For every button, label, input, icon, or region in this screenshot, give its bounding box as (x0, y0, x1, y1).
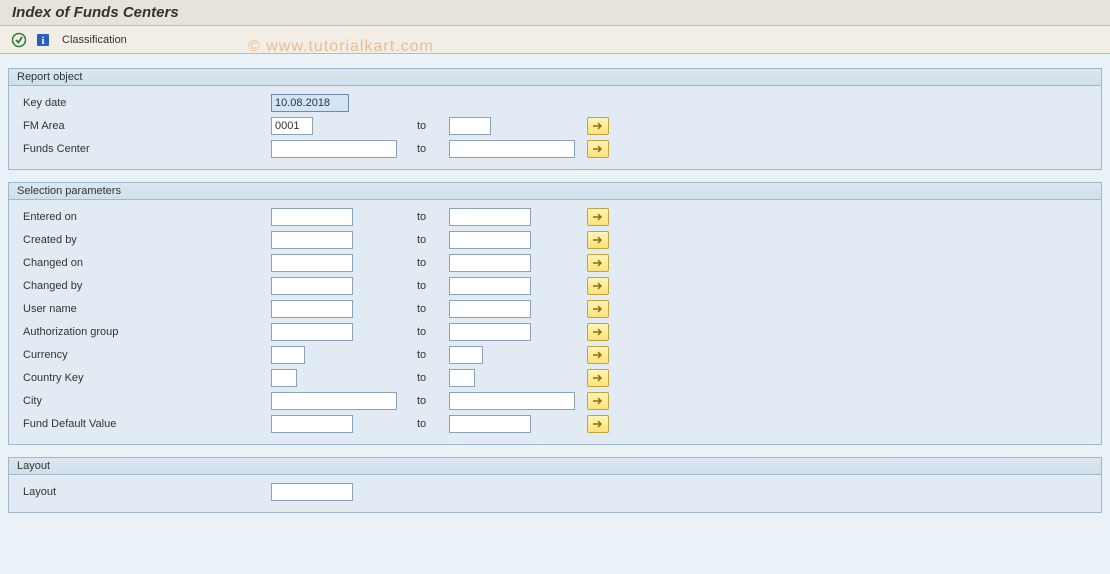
content-area: Report object Key date FM Area to Funds … (0, 54, 1110, 574)
auth-group-more-button[interactable] (587, 323, 609, 341)
label-city: City (21, 395, 271, 407)
auth-group-to-input[interactable] (449, 323, 531, 341)
fund-default-more-button[interactable] (587, 415, 609, 433)
to-label: to (401, 280, 449, 292)
row-entered-on: Entered on to (21, 206, 1089, 228)
label-fm-area: FM Area (21, 120, 271, 132)
funds-center-to-input[interactable] (449, 140, 575, 158)
auth-group-from-input[interactable] (271, 323, 353, 341)
group-layout: Layout Layout (8, 457, 1102, 513)
label-created-by: Created by (21, 234, 271, 246)
page-title: Index of Funds Centers (0, 0, 1110, 26)
toolbar: i Classification (0, 26, 1110, 54)
row-city: City to (21, 390, 1089, 412)
currency-to-input[interactable] (449, 346, 483, 364)
to-label: to (401, 326, 449, 338)
entered-on-more-button[interactable] (587, 208, 609, 226)
to-label: to (401, 418, 449, 430)
execute-icon[interactable] (10, 31, 28, 49)
key-date-input[interactable] (271, 94, 349, 112)
label-fund-default: Fund Default Value (21, 418, 271, 430)
country-key-from-input[interactable] (271, 369, 297, 387)
group-header-report-object: Report object (9, 69, 1101, 86)
user-name-to-input[interactable] (449, 300, 531, 318)
city-more-button[interactable] (587, 392, 609, 410)
to-label: to (401, 372, 449, 384)
row-funds-center: Funds Center to (21, 138, 1089, 160)
fm-area-from-input[interactable] (271, 117, 313, 135)
info-icon[interactable]: i (34, 31, 52, 49)
label-changed-on: Changed on (21, 257, 271, 269)
classification-link[interactable]: Classification (62, 34, 127, 46)
to-label: to (401, 211, 449, 223)
currency-from-input[interactable] (271, 346, 305, 364)
to-label: to (401, 395, 449, 407)
entered-on-to-input[interactable] (449, 208, 531, 226)
changed-on-more-button[interactable] (587, 254, 609, 272)
funds-center-more-button[interactable] (587, 140, 609, 158)
to-label: to (401, 303, 449, 315)
row-user-name: User name to (21, 298, 1089, 320)
changed-on-to-input[interactable] (449, 254, 531, 272)
row-country-key: Country Key to (21, 367, 1089, 389)
city-from-input[interactable] (271, 392, 397, 410)
svg-text:i: i (41, 35, 44, 47)
user-name-from-input[interactable] (271, 300, 353, 318)
row-layout: Layout (21, 481, 1089, 503)
created-by-more-button[interactable] (587, 231, 609, 249)
row-changed-by: Changed by to (21, 275, 1089, 297)
label-changed-by: Changed by (21, 280, 271, 292)
group-selection-params: Selection parameters Entered on to Creat… (8, 182, 1102, 445)
row-fm-area: FM Area to (21, 115, 1089, 137)
row-fund-default: Fund Default Value to (21, 413, 1089, 435)
changed-by-more-button[interactable] (587, 277, 609, 295)
user-name-more-button[interactable] (587, 300, 609, 318)
to-label: to (401, 234, 449, 246)
label-key-date: Key date (21, 97, 271, 109)
row-created-by: Created by to (21, 229, 1089, 251)
group-header-layout: Layout (9, 458, 1101, 475)
currency-more-button[interactable] (587, 346, 609, 364)
to-label: to (401, 349, 449, 361)
label-auth-group: Authorization group (21, 326, 271, 338)
row-currency: Currency to (21, 344, 1089, 366)
changed-by-from-input[interactable] (271, 277, 353, 295)
group-header-selection-params: Selection parameters (9, 183, 1101, 200)
changed-by-to-input[interactable] (449, 277, 531, 295)
fm-area-more-button[interactable] (587, 117, 609, 135)
label-entered-on: Entered on (21, 211, 271, 223)
fm-area-to-input[interactable] (449, 117, 491, 135)
label-layout: Layout (21, 486, 271, 498)
to-label: to (401, 120, 449, 132)
row-auth-group: Authorization group to (21, 321, 1089, 343)
layout-input[interactable] (271, 483, 353, 501)
label-currency: Currency (21, 349, 271, 361)
label-country-key: Country Key (21, 372, 271, 384)
entered-on-from-input[interactable] (271, 208, 353, 226)
changed-on-from-input[interactable] (271, 254, 353, 272)
to-label: to (401, 143, 449, 155)
funds-center-from-input[interactable] (271, 140, 397, 158)
country-key-to-input[interactable] (449, 369, 475, 387)
created-by-to-input[interactable] (449, 231, 531, 249)
country-key-more-button[interactable] (587, 369, 609, 387)
created-by-from-input[interactable] (271, 231, 353, 249)
row-key-date: Key date (21, 92, 1089, 114)
group-report-object: Report object Key date FM Area to Funds … (8, 68, 1102, 170)
label-user-name: User name (21, 303, 271, 315)
to-label: to (401, 257, 449, 269)
row-changed-on: Changed on to (21, 252, 1089, 274)
fund-default-to-input[interactable] (449, 415, 531, 433)
city-to-input[interactable] (449, 392, 575, 410)
fund-default-from-input[interactable] (271, 415, 353, 433)
label-funds-center: Funds Center (21, 143, 271, 155)
